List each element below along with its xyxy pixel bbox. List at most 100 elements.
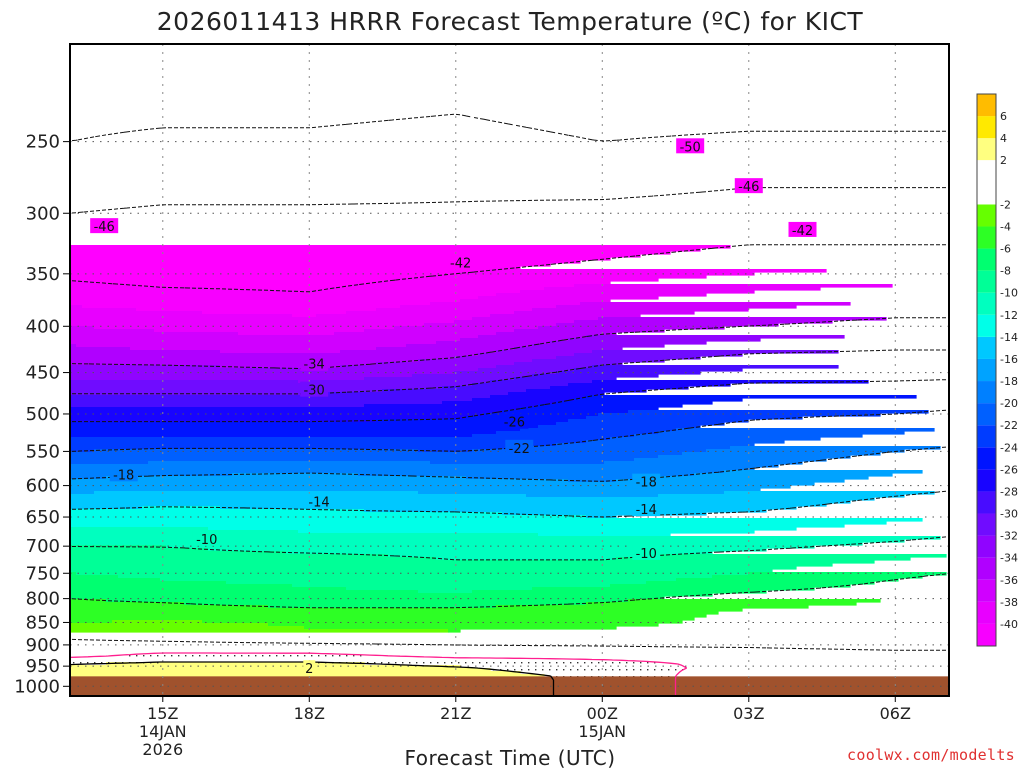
temperature-cell xyxy=(220,350,341,354)
temperature-cell xyxy=(268,623,659,627)
contour-label: -18 xyxy=(113,468,134,483)
temperature-cell xyxy=(166,545,815,549)
temperature-cell xyxy=(70,509,365,513)
colorbar-segment xyxy=(977,403,996,426)
stipple-dot xyxy=(297,655,299,657)
freezing-contour-line xyxy=(70,652,688,696)
contour-line xyxy=(70,187,949,214)
temperature-cell xyxy=(502,512,707,516)
temperature-cell xyxy=(568,419,749,423)
temperature-cell xyxy=(574,284,893,288)
stipple-dot xyxy=(346,655,348,657)
temperature-cell xyxy=(70,617,695,621)
stipple-dot xyxy=(521,669,523,671)
stipple-dot xyxy=(241,655,243,657)
credit-label[interactable]: coolwx.com/modelts xyxy=(847,746,1015,764)
colorbar-segment xyxy=(977,535,996,558)
stipple-dot xyxy=(668,669,670,671)
temperature-cell xyxy=(226,581,647,585)
temperature-cell xyxy=(658,494,905,498)
colorbar-label: -28 xyxy=(1000,485,1018,498)
temperature-cell xyxy=(364,509,767,513)
colorbar-segment xyxy=(977,469,996,492)
y-tick-label: 300 xyxy=(26,203,60,224)
temperature-cell xyxy=(70,470,725,474)
temperature-cell xyxy=(514,311,695,315)
stipple-dot xyxy=(647,662,649,664)
colorbar-segment xyxy=(977,336,996,359)
temperature-cell xyxy=(220,506,797,510)
temperature-cell xyxy=(70,647,797,651)
stipple-dot xyxy=(276,655,278,657)
stipple-dot xyxy=(556,662,558,664)
temperature-cell xyxy=(70,401,443,405)
contour-line xyxy=(70,409,949,452)
stipple-dot xyxy=(430,662,432,664)
temperature-cell xyxy=(712,575,923,579)
x-tick-year-label: 2026 xyxy=(142,740,183,759)
temperature-cell xyxy=(616,557,911,561)
temperature-cell xyxy=(70,518,923,522)
temperature-cell xyxy=(430,302,581,306)
colorbar: 6 4 2 -2 -4 -6 -8 -10 -12 -14 -16 -18 -20 -22 -24 -26 -2… xyxy=(976,93,1018,647)
temperature-cell xyxy=(538,326,725,330)
y-tick-label: 800 xyxy=(26,589,60,610)
contour-label: -34 xyxy=(304,358,325,373)
stipple-dot xyxy=(143,655,145,657)
temperature-cell xyxy=(70,386,443,390)
x-tick-label: 18Z xyxy=(294,704,325,723)
stipple-dot xyxy=(353,655,355,657)
temperature-cell xyxy=(70,425,539,429)
stipple-dot xyxy=(507,662,509,664)
temperature-cell xyxy=(538,425,701,429)
colorbar-white-band xyxy=(977,160,996,205)
temperature-cell xyxy=(436,341,551,345)
temperature-cell xyxy=(538,533,671,537)
temperature-cell xyxy=(70,581,227,585)
temperature-cell xyxy=(490,380,593,384)
temperature-cell xyxy=(70,365,221,369)
contour-label: -30 xyxy=(304,384,325,399)
colorbar-segment xyxy=(977,248,996,271)
temperature-cell xyxy=(574,398,743,402)
temperature-cell xyxy=(430,461,605,465)
stipple-dot xyxy=(94,662,96,664)
stipple-dot xyxy=(367,662,369,664)
temperature-cell xyxy=(70,398,473,402)
colorbar-segment xyxy=(977,623,996,646)
colorbar-label: -34 xyxy=(1000,552,1018,565)
stipple-dot xyxy=(395,662,397,664)
temperature-cell xyxy=(460,272,755,276)
stipple-dot xyxy=(465,662,467,664)
stipple-dot xyxy=(493,662,495,664)
temperature-cell xyxy=(238,332,335,336)
stipple-dot xyxy=(675,669,677,671)
temperature-cell xyxy=(70,245,731,249)
contour-label-bg xyxy=(109,466,138,482)
temperature-cell xyxy=(70,410,503,414)
stipple-dot xyxy=(192,655,194,657)
temperature-cell xyxy=(586,335,845,339)
plot-frame xyxy=(69,43,950,697)
temperature-cell xyxy=(532,587,815,591)
contour-line xyxy=(70,573,949,609)
temperature-cell xyxy=(352,284,575,288)
temperature-cell xyxy=(478,296,659,300)
temperature-cell xyxy=(70,497,875,501)
temperature-cell xyxy=(70,572,77,576)
temperature-cell xyxy=(556,356,701,360)
temperature-cell xyxy=(70,665,461,669)
temperature-cell xyxy=(70,305,83,309)
temperature-cell xyxy=(118,575,713,579)
temperature-cell xyxy=(70,608,743,612)
colorbar-label: -6 xyxy=(1000,243,1011,256)
stipple-dot xyxy=(563,662,565,664)
temperature-cell xyxy=(478,353,575,357)
temperature-cell xyxy=(478,335,587,339)
temperature-cell xyxy=(70,347,131,351)
stipple-dot xyxy=(472,662,474,664)
colorbar-label: -38 xyxy=(1000,596,1018,609)
colorbar-segment xyxy=(977,204,996,227)
temperature-cell xyxy=(208,548,767,552)
temperature-cell xyxy=(580,302,851,306)
